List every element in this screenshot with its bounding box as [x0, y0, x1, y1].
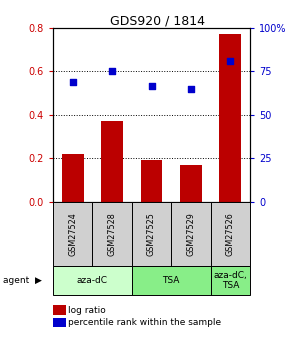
- Text: agent  ▶: agent ▶: [3, 276, 42, 285]
- Bar: [211, 202, 250, 266]
- Bar: [211, 266, 250, 295]
- Text: aza-dC,
TSA: aza-dC, TSA: [213, 271, 247, 290]
- Bar: [101, 121, 123, 202]
- Text: TSA: TSA: [162, 276, 180, 285]
- Bar: [171, 202, 211, 266]
- Point: [188, 86, 193, 91]
- Point: [228, 59, 233, 64]
- Bar: [132, 266, 211, 295]
- Bar: [53, 202, 92, 266]
- Bar: [219, 34, 241, 202]
- Text: log ratio: log ratio: [68, 306, 106, 315]
- Point: [110, 68, 115, 74]
- Text: percentile rank within the sample: percentile rank within the sample: [68, 318, 221, 327]
- Text: GSM27526: GSM27526: [226, 212, 235, 256]
- Text: GSM27524: GSM27524: [68, 212, 77, 256]
- Bar: [132, 202, 171, 266]
- Text: GSM27528: GSM27528: [108, 212, 117, 256]
- Text: GSM27529: GSM27529: [186, 212, 195, 256]
- Point: [149, 83, 154, 89]
- Bar: [62, 154, 84, 202]
- Bar: [53, 266, 132, 295]
- Bar: [92, 202, 132, 266]
- Bar: [141, 160, 162, 202]
- Point: [70, 79, 75, 85]
- Text: GDS920 / 1814: GDS920 / 1814: [110, 15, 205, 28]
- Text: aza-dC: aza-dC: [77, 276, 108, 285]
- Bar: [180, 165, 202, 202]
- Text: GSM27525: GSM27525: [147, 212, 156, 256]
